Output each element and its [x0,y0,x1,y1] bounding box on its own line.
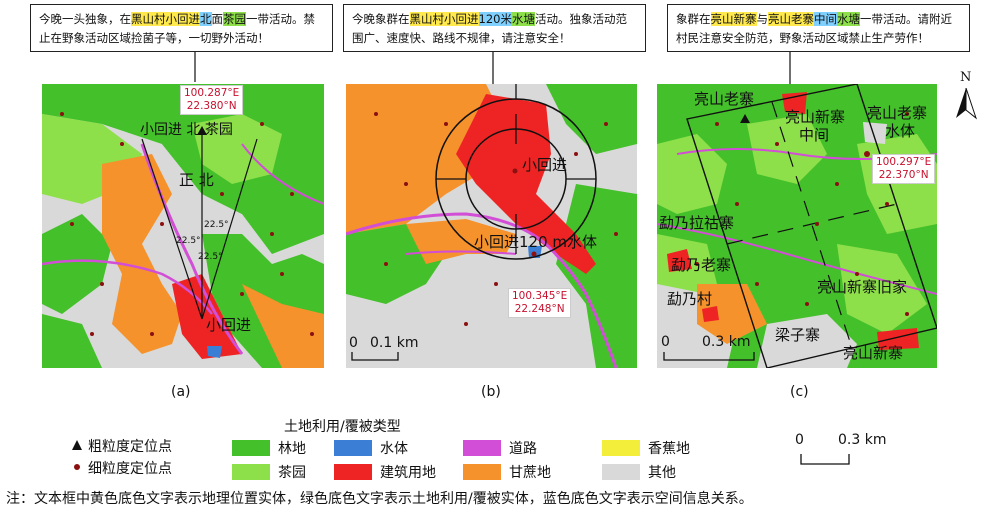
footnote: 注：文本框中黄色底色文字表示地理位置实体，绿色底色文字表示土地利用/覆被实体，蓝… [6,491,753,507]
map-a-landcover [42,84,324,368]
coord-lon-b: 100.345°E [512,290,568,302]
legend-label-built: 建筑用地 [380,465,436,481]
legend-swatch-forest [232,440,270,456]
coord-label-c: 100.297°E 22.370°N [872,154,936,184]
notice-text-segment: 水塘 [837,12,860,26]
notice-box-c: 象群在亮山新寨与亮山老寨中间水塘一带活动。请附近村民注意安全防范，野象活动区域禁… [667,4,970,52]
legend-swatch-road [463,440,501,456]
map-panel-b: 小回进 小回进120 m水体 100.345°E 22.248°N [346,84,637,368]
label-a-angle2: 22.5° [176,236,201,246]
coord-label-a: 100.287°E 22.380°N [180,85,244,115]
notice-text-segment: 亮山新寨 [710,12,757,26]
coord-lon-c: 100.297°E [876,156,932,168]
notice-text-segment: 今晚一头独象，在 [39,12,131,26]
legend-swatch-other [602,464,640,480]
label-c-lsxz2: 亮山新寨 [843,344,904,362]
map-b-landcover [346,84,637,368]
notice-text-segment: 面 [211,12,224,26]
legend-scale-zero: 0 [795,432,804,448]
label-c-lzz: 梁子寨 [775,326,821,344]
notice-text-segment: 与 [756,12,769,26]
label-a-north: 正 北 [179,171,214,189]
legend-scale-length: 0.3 km [838,432,887,448]
north-arrow-icon [956,88,978,120]
map-panel-c: 亮山老寨 亮山新寨 中间 亮山老寨 水体 100.297°E 22.370°N … [657,84,937,368]
notice-text-segment: 水塘 [511,12,535,26]
caption-b: (b) [481,384,501,400]
map-c-landcover [657,84,937,368]
caption-a: (a) [171,384,191,400]
coord-lon-a: 100.287°E [184,87,240,99]
notice-text-segment: 亮山老寨 [768,12,814,26]
coord-lat-a: 22.380°N [186,100,237,112]
legend-point-coarse: 粗粒度定位点 [88,439,172,455]
legend-label-road: 道路 [509,441,537,457]
legend-label-sugarcane: 甘蔗地 [509,465,551,481]
notice-text-segment: 今晚象群在 [352,12,410,26]
label-c-lsxz: 亮山新寨 [785,108,846,126]
legend-label-tea: 茶园 [278,465,306,481]
map-panel-a: 100.287°E 22.380°N 小回进 北 茶园 正 北 22.5° 22… [42,84,324,368]
legend-swatch-sugarcane [463,464,501,480]
legend-scale-bar [800,454,850,465]
coord-lat-b: 22.248°N [514,303,565,315]
scale-b-bar [351,352,399,361]
notice-text-segment: 象群在 [676,12,711,26]
notice-box-a: 今晚一头独象，在黑山村小回进北面茶园一带活动。禁止在野象活动区域捡菌子等，一切野… [30,4,333,52]
notice-text-segment: 黑山村小回进 [131,12,200,26]
scale-c-length: 0.3 km [702,334,751,350]
legend-label-banana: 香蕉地 [648,441,690,457]
label-c-lsl: 亮山老寨 [694,90,755,108]
label-a-place: 小回进 [206,316,252,334]
label-c-mnl: 勐乃老寨 [671,256,732,274]
label-a-angle3: 22.5° [198,252,223,262]
notice-text-segment: 一带活动。请附近村民注意安全防范，野象活动区域禁止生产劳作！ [676,12,952,45]
caption-c: (c) [790,384,809,400]
legend-label-other: 其他 [648,465,676,481]
north-label: N [960,70,972,85]
legend-swatch-built [334,464,372,480]
legend-point-fine: 细粒度定位点 [88,461,172,477]
notice-text-segment: 茶园 [223,12,246,26]
label-c-mnlg: 勐乃拉祜寨 [659,214,735,232]
scale-c-bar [663,352,755,361]
notice-connectors [194,52,791,88]
notice-text-segment: 活动。独象活动范围广、速度快、路线不规律，请注意安全！ [352,12,627,45]
notice-text-segment: 北 [200,12,212,26]
coord-label-b: 100.345°E 22.248°N [508,288,572,318]
label-b-water: 小回进120 m水体 [474,233,598,251]
coord-lat-c: 22.370°N [878,169,929,181]
legend-swatch-tea [232,464,270,480]
legend-swatch-banana [602,440,640,456]
legend-label-forest: 林地 [278,441,306,457]
label-b-place: 小回进 [522,156,568,174]
legend-label-water: 水体 [380,441,408,457]
dot-icon [74,464,80,470]
scale-b-length: 0.1 km [370,335,419,351]
notice-box-b: 今晚象群在黑山村小回进120米水塘活动。独象活动范围广、速度快、路线不规律，请注… [343,4,646,52]
notice-text-segment: 黑山村小回进 [409,12,479,26]
scale-c-zero: 0 [661,334,670,350]
label-c-water: 水体 [885,122,916,140]
legend-title: 土地利用/覆被类型 [284,419,401,435]
label-a-angle1: 22.5° [204,220,229,230]
label-c-mid: 中间 [799,126,830,144]
label-c-lsxzj: 亮山新寨旧家 [817,278,908,296]
notice-text-segment: 中间 [814,12,837,26]
notice-text-segment: 120米 [478,12,512,26]
triangle-icon [72,440,82,450]
label-a-top: 小回进 北 茶园 [140,122,233,138]
label-c-mnc: 勐乃村 [667,290,713,308]
legend-swatch-water [334,440,372,456]
scale-b-zero: 0 [349,335,358,351]
label-c-lslw: 亮山老寨 [867,104,928,122]
notice-text-segment: 一带活动。禁止在野象活动区域捡菌子等，一切野外活动！ [39,12,315,45]
